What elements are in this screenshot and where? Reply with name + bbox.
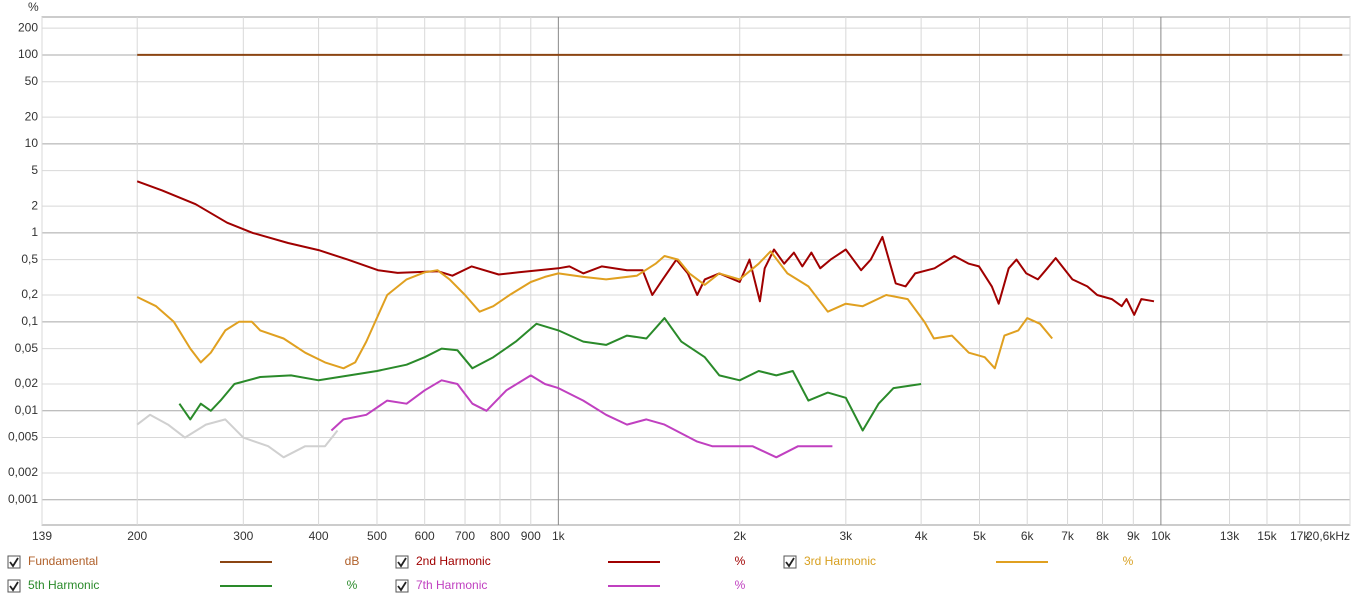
x-tick-label: 600: [415, 529, 435, 543]
x-tick-label: 1k: [552, 529, 566, 543]
legend-item: Fundamental dB: [7, 554, 360, 569]
x-tick-label: 900: [521, 529, 541, 543]
x-tick-label: 4k: [915, 529, 929, 543]
legend-label: 2nd Harmonic: [416, 554, 491, 568]
series-line: [136, 250, 1053, 370]
legend-checkbox[interactable]: [783, 555, 797, 569]
legend-label: 3rd Harmonic: [804, 554, 876, 568]
legend-checkbox[interactable]: [395, 579, 409, 593]
legend-item: 5th Harmonic%: [7, 578, 358, 593]
x-tick-label: 15k: [1257, 529, 1277, 543]
y-tick-label: 100: [18, 47, 38, 61]
legend-unit: dB: [345, 554, 360, 568]
y-tick-label: 5: [31, 163, 38, 177]
legend-checkbox[interactable]: [7, 579, 21, 593]
x-tick-label: 6k: [1021, 529, 1035, 543]
checkmark: [9, 581, 19, 592]
x-tick-label: 500: [367, 529, 387, 543]
y-axis-label: %: [28, 0, 39, 14]
y-tick-label: 0,5: [21, 252, 38, 266]
x-tick-label: 17k: [1290, 529, 1310, 543]
y-tick-label: 50: [25, 74, 39, 88]
plot-frame: [41, 16, 1351, 526]
x-tick-label: 200: [127, 529, 147, 543]
legend-unit: %: [347, 578, 358, 592]
checkmark: [397, 557, 407, 568]
legend-unit: %: [735, 554, 746, 568]
y-tick-label: 0,001: [8, 492, 38, 506]
x-tick-label: 300: [233, 529, 253, 543]
legend-checkbox[interactable]: [7, 555, 21, 569]
y-tick-label: 0,1: [21, 314, 38, 328]
y-tick-label: 20: [25, 109, 39, 123]
y-tick-label: 0,002: [8, 465, 38, 479]
legend-checkbox[interactable]: [395, 555, 409, 569]
series-line: [330, 374, 833, 459]
series-line: [136, 413, 339, 459]
y-tick-label: 0,02: [15, 376, 39, 390]
x-tick-label: 400: [309, 529, 329, 543]
y-tick-label: 0,01: [15, 403, 39, 417]
checkmark: [397, 581, 407, 592]
x-tick-label: 5k: [973, 529, 987, 543]
x-tick-label: 700: [455, 529, 475, 543]
x-tick-label: 2k: [733, 529, 747, 543]
x-tick-label: 20,6kHz: [1306, 529, 1350, 543]
series-line: [136, 180, 1155, 316]
legend-unit: %: [735, 578, 746, 592]
legend-item: 2nd Harmonic%: [395, 554, 746, 569]
legend-item: 7th Harmonic%: [395, 578, 746, 593]
y-tick-label: 0,005: [8, 430, 38, 444]
legend-label: 7th Harmonic: [416, 578, 487, 592]
x-tick-label: 3k: [839, 529, 853, 543]
series-line: [178, 317, 922, 432]
legend-item: 3rd Harmonic%: [783, 554, 1134, 569]
y-tick-label: 0,05: [15, 341, 39, 355]
x-tick-label: 139: [32, 529, 52, 543]
x-tick-label: 800: [490, 529, 510, 543]
x-tick-label: 8k: [1096, 529, 1110, 543]
y-tick-label: 1: [31, 225, 38, 239]
legend-unit: %: [1123, 554, 1134, 568]
checkmark: [9, 557, 19, 568]
y-tick-label: 0,2: [21, 287, 38, 301]
x-tick-label: 13k: [1220, 529, 1240, 543]
legend-label: Fundamental: [28, 554, 98, 568]
checkmark: [785, 557, 795, 568]
y-tick-label: 200: [18, 20, 38, 34]
x-tick-label: 9k: [1127, 529, 1141, 543]
grid: [41, 17, 1351, 525]
y-tick-label: 2: [31, 198, 38, 212]
legend-label: 5th Harmonic: [28, 578, 99, 592]
x-tick-label: 10k: [1151, 529, 1171, 543]
x-tick-label: 7k: [1061, 529, 1075, 543]
y-tick-label: 10: [25, 136, 39, 150]
